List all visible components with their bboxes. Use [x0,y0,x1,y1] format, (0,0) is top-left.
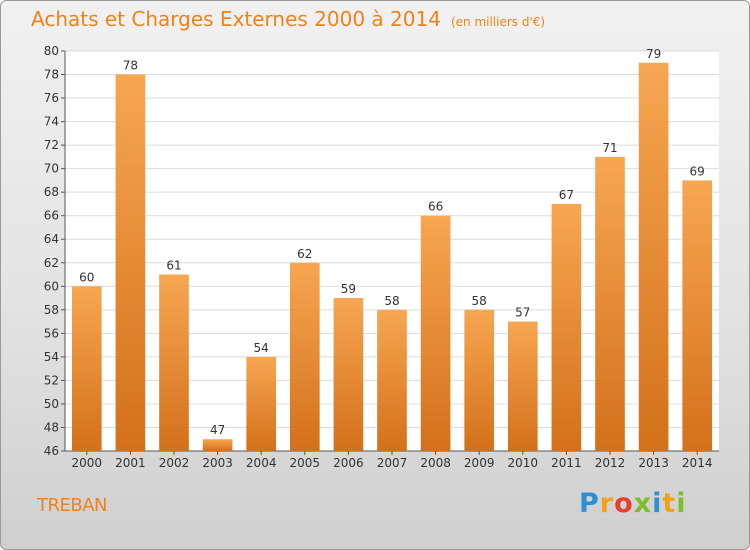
data-label: 67 [559,188,574,202]
y-tick-label: 58 [44,303,59,317]
bar [246,356,277,451]
commune-name: TREBAN [37,495,108,516]
y-tick-label: 76 [44,91,59,105]
y-tick-label: 74 [44,115,59,129]
logo-letter: t [662,488,677,519]
y-tick-label: 70 [44,162,59,176]
x-tick-label: 2007 [377,456,408,470]
x-tick-label: 2010 [508,456,539,470]
bar [551,203,582,451]
bar [202,439,233,451]
y-tick-label: 68 [44,185,59,199]
data-label: 66 [428,200,443,214]
proxiti-logo: Proxiti [579,488,687,519]
x-tick-label: 2001 [115,456,146,470]
logo-letter: i [652,488,663,519]
x-tick-label: 2004 [246,456,277,470]
y-tick-label: 62 [44,256,59,270]
data-label: 47 [210,423,225,437]
data-label: 59 [341,282,356,296]
bar [289,262,320,451]
x-tick-label: 2009 [464,456,495,470]
data-label: 69 [690,164,705,178]
bar [682,180,713,452]
data-label: 71 [602,141,617,155]
x-tick-label: 2011 [551,456,582,470]
y-tick-label: 80 [44,44,59,58]
y-tick-label: 50 [44,397,59,411]
bar [464,309,495,451]
data-label: 78 [123,59,138,73]
bar [159,274,189,451]
x-tick-label: 2002 [159,456,190,470]
data-label: 57 [515,306,530,320]
y-tick-label: 72 [44,138,59,152]
y-tick-label: 60 [44,279,59,293]
data-label: 79 [646,47,661,61]
x-tick-label: 2006 [333,456,364,470]
x-tick-label: 2005 [290,456,321,470]
logo-letter: P [579,488,600,519]
bar [71,286,102,451]
y-tick-label: 56 [44,326,59,340]
data-label: 54 [254,341,269,355]
bar [115,74,146,451]
bar [333,298,364,451]
y-tick-label: 64 [44,232,59,246]
y-tick-label: 66 [44,209,59,223]
data-label: 62 [297,247,312,261]
x-tick-label: 2008 [420,456,451,470]
data-label: 58 [472,294,487,308]
x-tick-label: 2012 [595,456,626,470]
bar [638,62,669,451]
data-label: 61 [166,259,181,273]
y-tick-label: 52 [44,373,59,387]
chart-title: Achats et Charges Externes 2000 à 2014 (e… [31,7,545,31]
bar [420,215,451,451]
data-label: 58 [384,294,399,308]
title-text: Achats et Charges Externes 2000 à 2014 [31,7,441,31]
x-tick-label: 2014 [682,456,713,470]
chart-subtitle: (en milliers d'€) [450,15,546,29]
logo-letter: o [614,488,634,519]
logo-letter: r [599,488,615,519]
bar [507,321,538,451]
logo-letter: i [676,488,687,519]
x-tick-label: 2000 [72,456,103,470]
x-tick-label: 2003 [202,456,233,470]
y-tick-label: 78 [44,68,59,82]
bar [595,156,625,451]
data-label: 60 [79,270,94,284]
y-tick-label: 48 [44,420,59,434]
x-tick-label: 2013 [638,456,669,470]
logo-letter: x [633,488,653,519]
bar [377,309,407,451]
y-tick-label: 54 [44,350,59,364]
y-tick-label: 46 [44,444,59,458]
